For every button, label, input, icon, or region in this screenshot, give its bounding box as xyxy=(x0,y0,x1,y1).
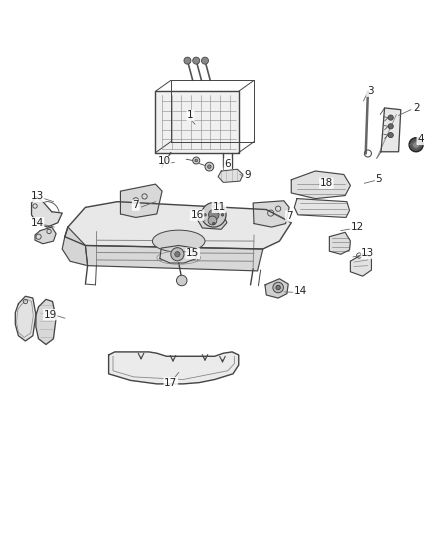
Polygon shape xyxy=(36,300,56,344)
Circle shape xyxy=(212,205,215,207)
Polygon shape xyxy=(65,201,291,249)
Circle shape xyxy=(204,214,206,216)
Text: 4: 4 xyxy=(417,134,424,144)
Polygon shape xyxy=(291,171,350,199)
Circle shape xyxy=(175,252,180,257)
Circle shape xyxy=(388,133,393,138)
Circle shape xyxy=(276,285,280,290)
Polygon shape xyxy=(35,227,56,244)
Text: 6: 6 xyxy=(224,159,231,168)
Circle shape xyxy=(205,162,214,171)
Text: 13: 13 xyxy=(361,248,374,259)
Polygon shape xyxy=(15,296,36,341)
Polygon shape xyxy=(85,246,263,271)
Text: 9: 9 xyxy=(244,169,251,180)
Circle shape xyxy=(388,115,393,120)
Circle shape xyxy=(193,157,200,164)
Circle shape xyxy=(413,141,420,148)
Text: 1: 1 xyxy=(187,110,194,120)
Text: 7: 7 xyxy=(132,200,139,210)
Polygon shape xyxy=(350,253,371,276)
Text: 5: 5 xyxy=(375,174,382,184)
Circle shape xyxy=(208,165,211,168)
Polygon shape xyxy=(265,279,288,298)
Polygon shape xyxy=(160,246,196,263)
Polygon shape xyxy=(294,199,350,217)
Ellipse shape xyxy=(152,230,205,252)
Polygon shape xyxy=(218,169,243,182)
Text: 19: 19 xyxy=(44,310,57,320)
Circle shape xyxy=(221,214,224,216)
Text: 18: 18 xyxy=(320,178,333,188)
Polygon shape xyxy=(120,184,162,217)
Text: 3: 3 xyxy=(367,86,374,96)
Circle shape xyxy=(273,282,283,293)
Circle shape xyxy=(171,248,184,261)
Text: 12: 12 xyxy=(350,222,364,232)
Polygon shape xyxy=(381,108,401,152)
Polygon shape xyxy=(198,213,227,229)
Text: 15: 15 xyxy=(186,248,199,259)
Circle shape xyxy=(177,275,187,286)
Polygon shape xyxy=(62,227,88,265)
Circle shape xyxy=(409,138,423,152)
Circle shape xyxy=(212,222,215,225)
Circle shape xyxy=(201,203,226,227)
Text: 14: 14 xyxy=(31,217,44,228)
Circle shape xyxy=(184,57,191,64)
Circle shape xyxy=(195,159,198,162)
Text: 16: 16 xyxy=(191,210,204,220)
Circle shape xyxy=(193,57,200,64)
Text: 7: 7 xyxy=(286,211,293,221)
Text: 11: 11 xyxy=(212,203,226,212)
Text: 14: 14 xyxy=(293,286,307,296)
Polygon shape xyxy=(253,201,289,227)
Circle shape xyxy=(208,209,219,220)
Polygon shape xyxy=(329,232,350,254)
Text: 13: 13 xyxy=(31,191,44,201)
Text: 17: 17 xyxy=(164,377,177,387)
Text: 2: 2 xyxy=(413,103,420,113)
Polygon shape xyxy=(109,352,239,384)
Polygon shape xyxy=(155,91,239,152)
Circle shape xyxy=(388,124,393,129)
Polygon shape xyxy=(32,197,62,227)
Circle shape xyxy=(201,57,208,64)
Text: 10: 10 xyxy=(158,156,171,166)
Circle shape xyxy=(208,216,217,225)
